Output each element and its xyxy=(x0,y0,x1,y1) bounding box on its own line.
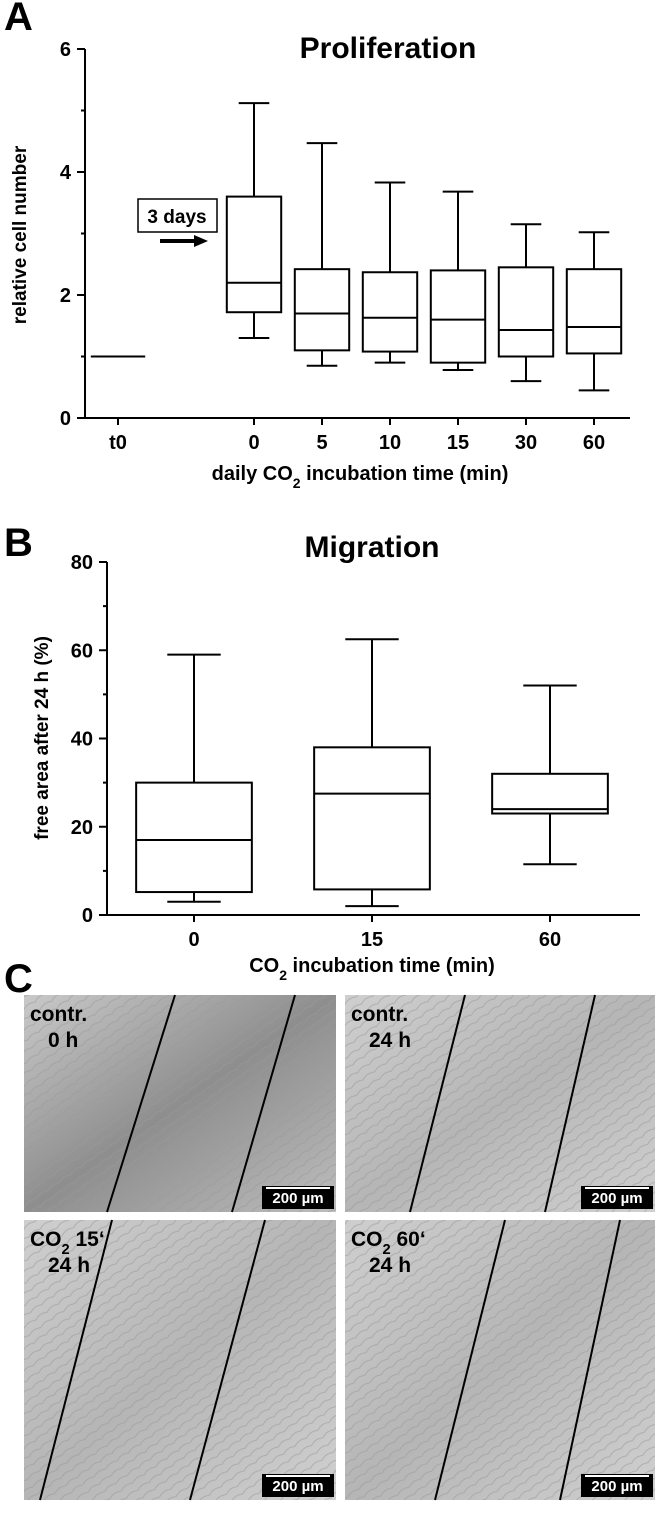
wound-edge xyxy=(189,1219,266,1501)
box xyxy=(313,746,431,891)
chart-title: Proliferation xyxy=(300,32,477,65)
scale-bar xyxy=(581,1474,653,1497)
y-tick-label: 60 xyxy=(71,640,93,662)
image-label: contr. xyxy=(351,1003,408,1026)
y-tick-label: 2 xyxy=(60,285,71,307)
image-label-part: contr. xyxy=(351,1003,408,1026)
x-tick-label: 10 xyxy=(379,432,401,454)
x-axis-label-part: daily CO xyxy=(212,463,293,485)
image-label-part: 24 h xyxy=(369,1029,411,1052)
x-axis-label-part: 2 xyxy=(293,475,301,491)
x-axis-label-part: CO xyxy=(249,955,279,977)
wound-edge xyxy=(544,994,596,1213)
micrograph-texture xyxy=(345,995,655,1212)
micrograph-texture xyxy=(24,995,336,1212)
image-label-part: 2 xyxy=(383,1242,391,1258)
annotation-arrowhead xyxy=(194,235,208,247)
image-label-part: 24 h xyxy=(48,1254,90,1277)
micrograph-texture xyxy=(345,1220,655,1500)
x-tick-label: 60 xyxy=(539,929,561,951)
wound-edge xyxy=(434,1219,506,1501)
x-axis-label-part: 2 xyxy=(279,967,287,983)
scale-label: 200 µm xyxy=(272,1478,323,1495)
scale-label: 200 µm xyxy=(591,1478,642,1495)
y-tick-label: 20 xyxy=(71,817,93,839)
y-tick-label: 4 xyxy=(60,162,72,184)
image-label: 0 h xyxy=(48,1029,78,1052)
scale-bar xyxy=(262,1474,334,1497)
image-label-part: 15‘ xyxy=(70,1228,105,1251)
box xyxy=(491,772,609,815)
y-axis-label: free area after 24 h (%) xyxy=(32,636,53,840)
image-label-part: contr. xyxy=(30,1003,87,1026)
x-tick-label: t0 xyxy=(109,432,127,454)
x-tick-label: 15 xyxy=(361,929,383,951)
annotation-box xyxy=(137,198,218,233)
image-label-part: CO xyxy=(351,1228,383,1251)
box xyxy=(135,781,253,894)
wound-edge xyxy=(409,994,466,1213)
image-label: contr. xyxy=(30,1003,87,1026)
y-axis-label: relative cell number xyxy=(10,145,31,324)
y-tick-label: 0 xyxy=(82,905,93,927)
box xyxy=(497,266,555,358)
scale-label: 200 µm xyxy=(591,1190,642,1207)
x-axis-label: daily CO2 incubation time (min) xyxy=(212,463,509,491)
y-tick-label: 6 xyxy=(60,39,71,61)
image-label-part: CO xyxy=(30,1228,62,1251)
wound-edge xyxy=(559,1219,621,1501)
x-tick-label: 30 xyxy=(515,432,537,454)
box xyxy=(429,269,487,364)
scale-label: 200 µm xyxy=(272,1190,323,1207)
panel-letter: B xyxy=(4,521,33,565)
wound-edge xyxy=(39,1219,113,1501)
x-axis-label-part: incubation time (min) xyxy=(301,463,509,485)
x-axis-label-part: incubation time (min) xyxy=(287,955,495,977)
image-label-part: 24 h xyxy=(369,1254,411,1277)
image-label: CO2 60‘ xyxy=(351,1228,426,1258)
x-tick-label: 15 xyxy=(447,432,469,454)
image-label-part: 60‘ xyxy=(391,1228,426,1251)
x-axis-label: CO2 incubation time (min) xyxy=(249,955,495,983)
x-tick-label: 5 xyxy=(316,432,327,454)
scale-bar xyxy=(262,1186,334,1209)
box xyxy=(361,271,419,353)
x-tick-label: 0 xyxy=(248,432,259,454)
box xyxy=(225,195,283,314)
image-label-part: 2 xyxy=(62,1242,70,1258)
wound-edge xyxy=(106,994,176,1213)
image-label: CO2 15‘ xyxy=(30,1228,105,1258)
y-tick-label: 40 xyxy=(71,729,93,751)
image-label-part: 0 h xyxy=(48,1029,78,1052)
wound-edge xyxy=(231,994,296,1213)
y-tick-label: 0 xyxy=(60,408,71,430)
panel-letter: C xyxy=(4,957,33,1001)
box xyxy=(565,268,623,355)
image-label: 24 h xyxy=(48,1254,90,1277)
scale-bar xyxy=(581,1186,653,1209)
image-label: 24 h xyxy=(369,1254,411,1277)
annotation: 3 days xyxy=(147,207,206,228)
y-tick-label: 80 xyxy=(71,552,93,574)
chart-title: Migration xyxy=(305,531,440,564)
x-tick-label: 60 xyxy=(583,432,605,454)
image-label: 24 h xyxy=(369,1029,411,1052)
box xyxy=(293,268,351,352)
x-tick-label: 0 xyxy=(188,929,199,951)
panel-letter: A xyxy=(4,0,33,39)
